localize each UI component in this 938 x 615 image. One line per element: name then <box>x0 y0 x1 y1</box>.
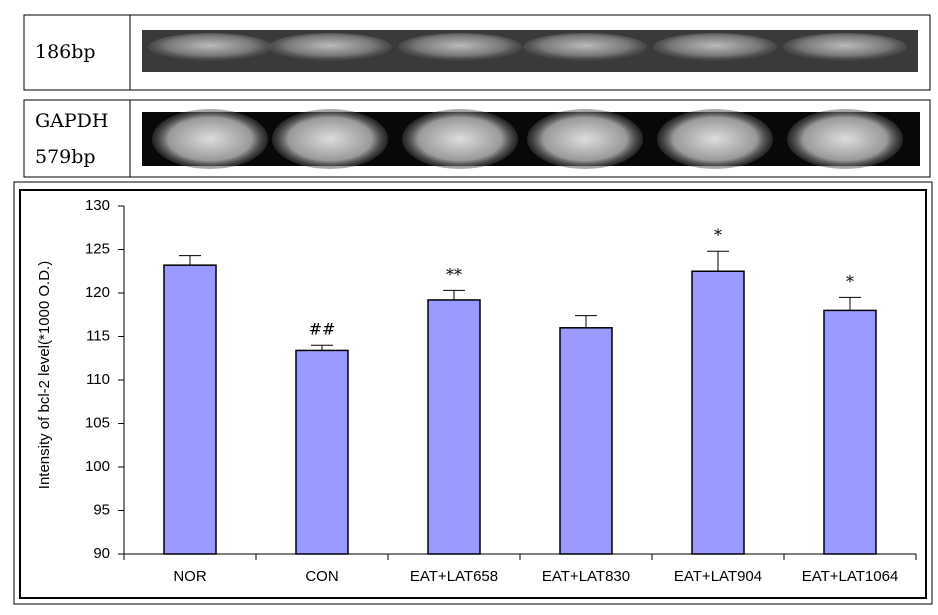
gel-band <box>657 109 773 169</box>
x-tick-label: NOR <box>173 568 207 585</box>
y-tick-label: 90 <box>93 545 110 562</box>
gel-label: 579bp <box>35 146 96 168</box>
gel-band <box>268 33 392 61</box>
gel-label: 186bp <box>35 41 96 63</box>
gel-band <box>398 33 522 61</box>
y-tick-label: 130 <box>85 197 110 214</box>
significance-label: ## <box>309 320 336 339</box>
gel-band <box>152 109 268 169</box>
gel-band <box>402 109 518 169</box>
y-tick-label: 120 <box>85 284 110 301</box>
gel-bands <box>148 33 907 61</box>
y-axis-label: Intensity of bcl-2 level(*1000 O.D.) <box>36 261 53 489</box>
gel-frame <box>23 99 931 178</box>
gel-label: GAPDH <box>35 110 109 132</box>
x-tick-label: CON <box>305 568 338 585</box>
gel-frame <box>23 14 931 91</box>
y-tick-label: 105 <box>85 414 110 431</box>
gel-band <box>787 109 903 169</box>
y-tick-label: 100 <box>85 458 110 475</box>
gel-band <box>272 109 388 169</box>
bar <box>823 309 877 555</box>
bar <box>295 349 349 555</box>
gel-band <box>523 33 647 61</box>
x-tick-label: EAT+LAT1064 <box>802 568 899 585</box>
significance-label: * <box>846 272 854 291</box>
y-tick-label: 95 <box>93 501 110 518</box>
gel-band <box>527 109 643 169</box>
bar <box>691 270 745 555</box>
bar <box>427 299 481 555</box>
plot-frame <box>19 189 927 599</box>
chart: 9095100105110115120125130NOR##CON**EAT+L… <box>85 197 917 585</box>
significance-label: * <box>714 226 722 245</box>
gel-band <box>148 33 272 61</box>
x-tick-label: EAT+LAT658 <box>410 568 498 585</box>
y-tick-label: 115 <box>86 327 110 344</box>
bar <box>559 327 613 555</box>
x-tick-label: EAT+LAT904 <box>674 568 762 585</box>
gel-bands <box>152 109 903 169</box>
x-tick-label: EAT+LAT830 <box>542 568 630 585</box>
y-tick-label: 110 <box>86 371 110 388</box>
gel-band <box>653 33 777 61</box>
bar <box>163 264 217 555</box>
gel-band <box>783 33 907 61</box>
significance-label: ** <box>446 265 462 284</box>
y-tick-label: 125 <box>85 240 110 257</box>
chart-frame <box>13 181 933 605</box>
